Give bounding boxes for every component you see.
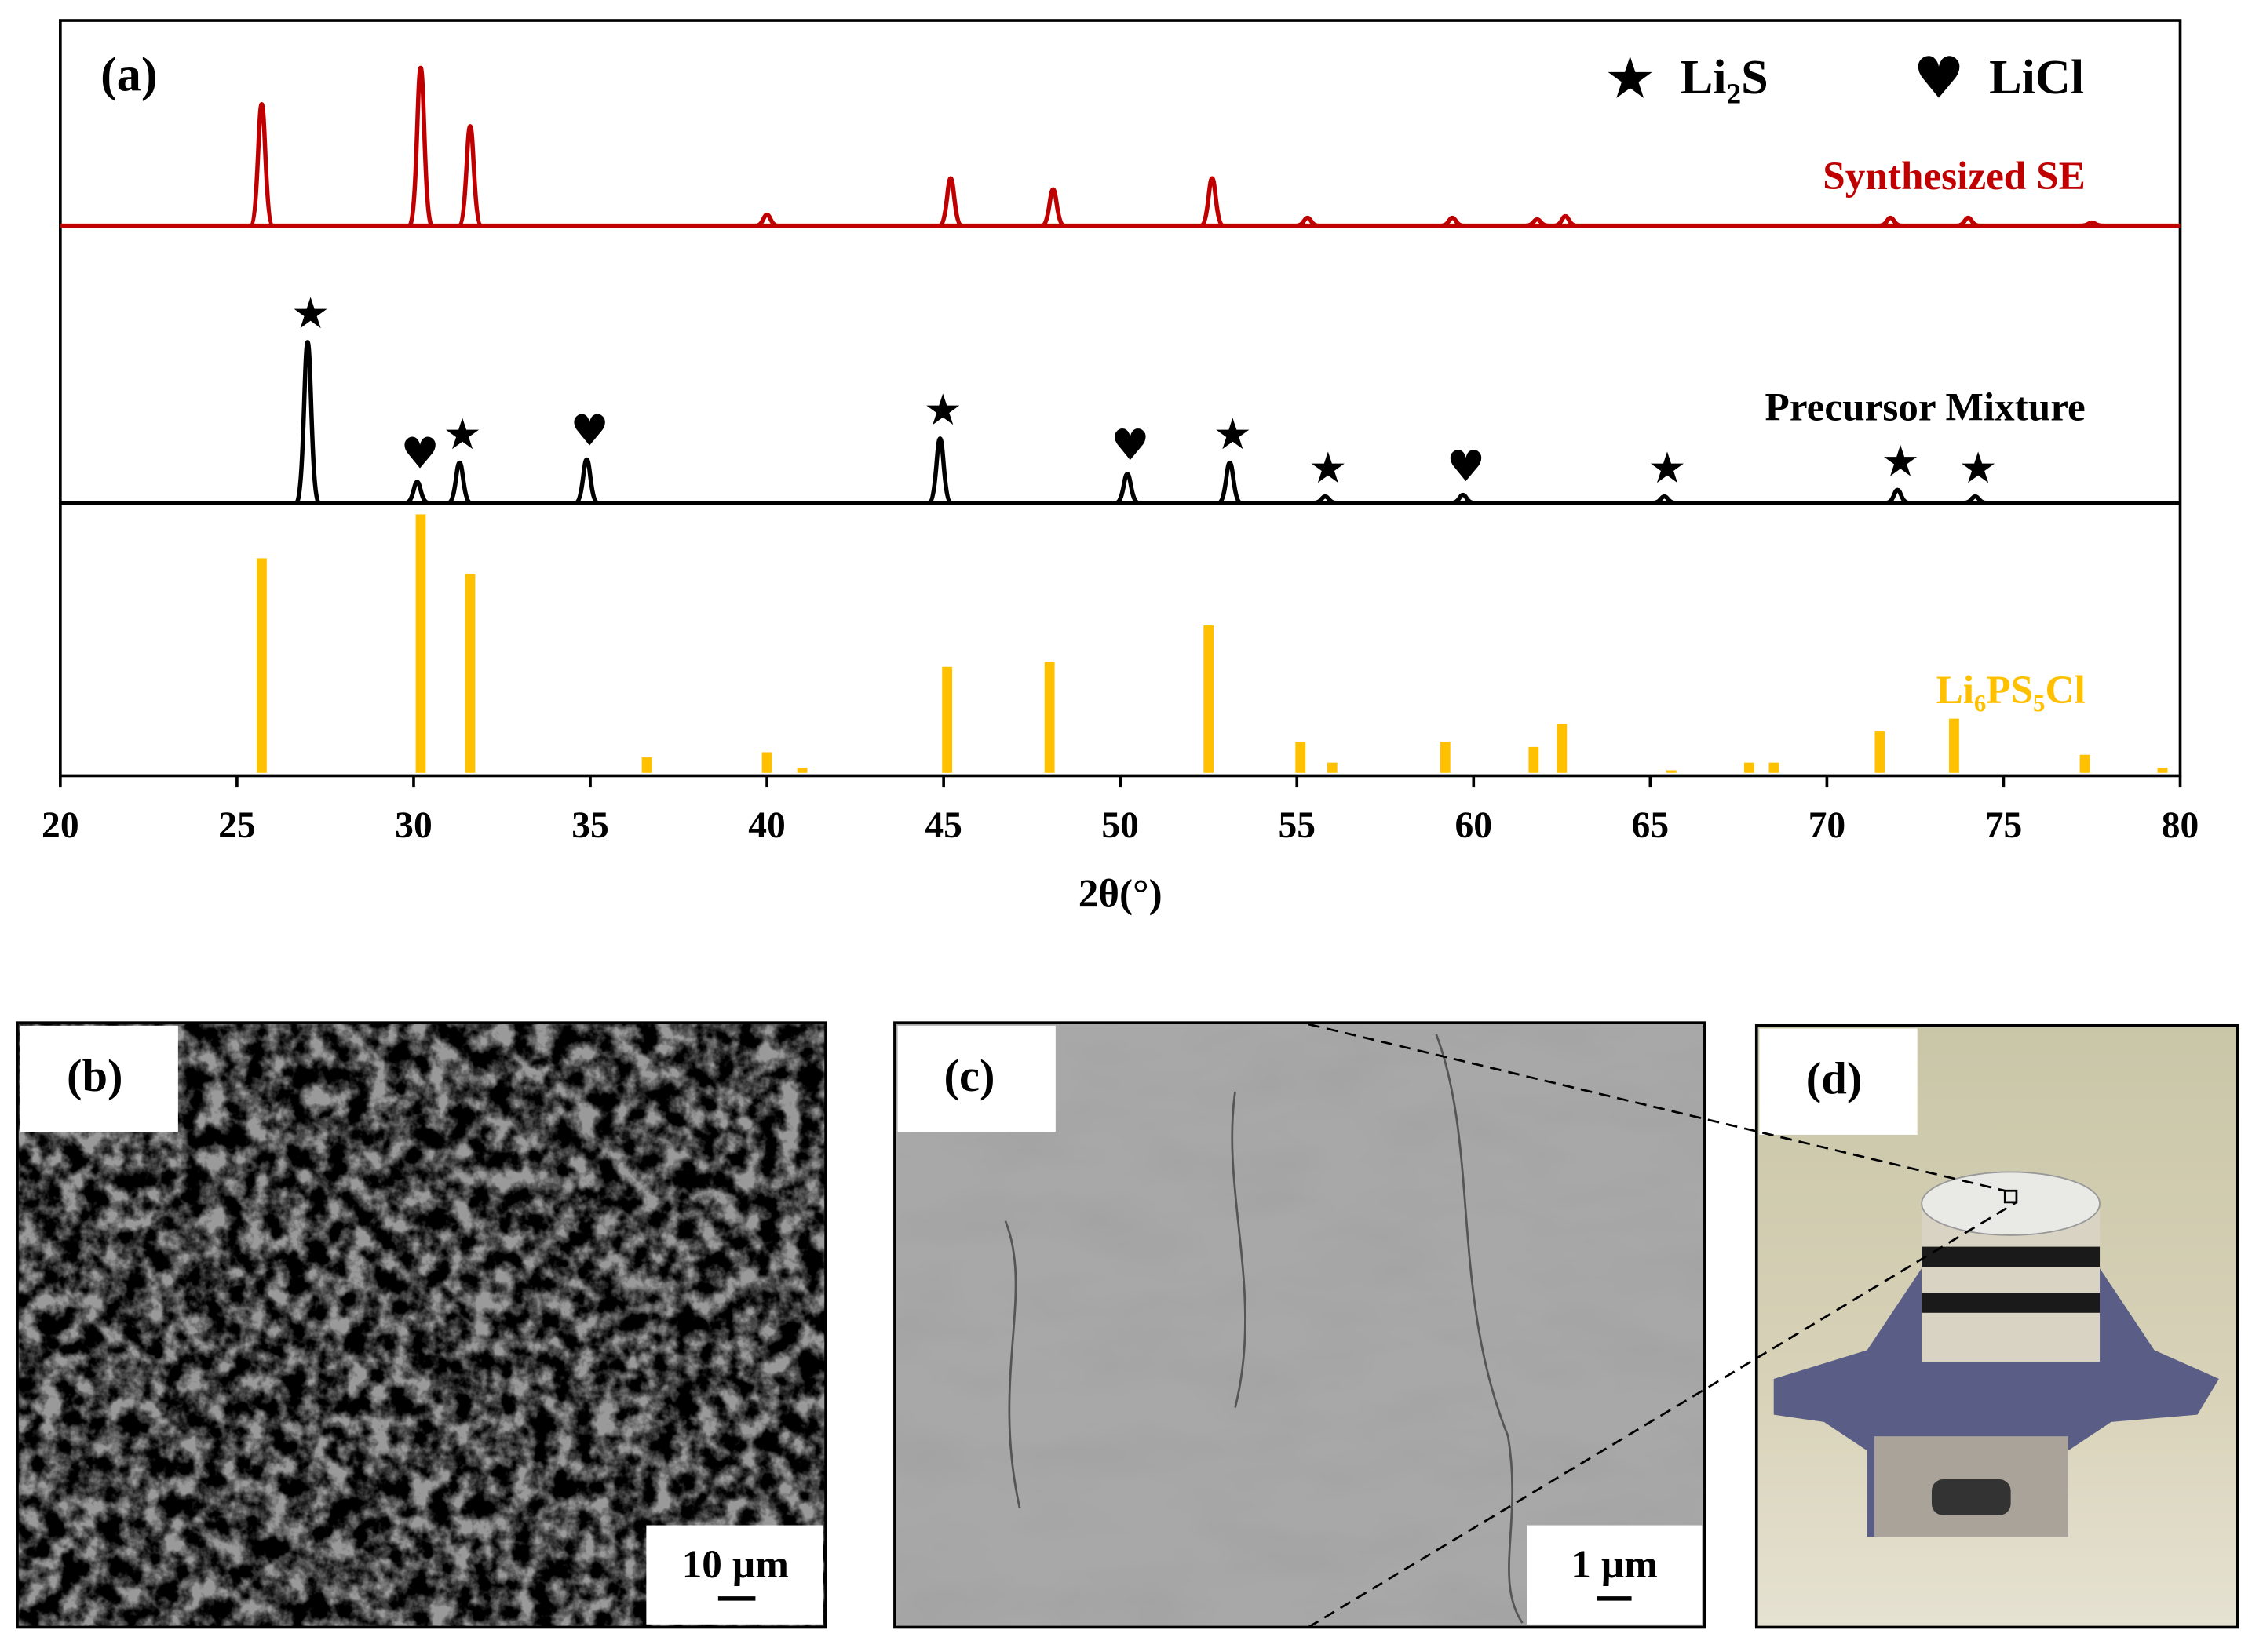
bar [1327,762,1338,773]
peak [1115,472,1140,505]
zoom-line [1308,1201,2017,1628]
peak [456,124,484,228]
legend-symbol: ★ [1604,46,1656,112]
peak [1295,215,1319,228]
peak-marker: ♥ [1111,420,1149,470]
peak [1652,494,1677,505]
peak [574,457,600,505]
bar [641,757,652,773]
bar [1203,625,1214,773]
bar [1044,662,1055,773]
x-tick-label: 30 [395,805,433,846]
x-tick-label: 65 [1632,805,1670,846]
bar [1666,770,1677,773]
bar [942,666,953,773]
panel-label: (b) [67,1050,123,1101]
peak [1440,215,1465,228]
peak [1217,460,1243,505]
bar [1528,746,1539,773]
series-label: Precursor Mixture [1765,385,2086,429]
peak-marker: ★ [1648,443,1686,493]
x-tick-label: 55 [1278,805,1316,846]
x-tick-label: 20 [42,805,79,846]
bar [1743,762,1754,773]
peak [937,176,964,228]
peak [447,460,473,505]
legend-symbol: ♥ [1913,46,1965,112]
x-tick-label: 40 [748,805,786,846]
zoom-line [1308,1023,2006,1192]
x-tick-label: 80 [2162,805,2199,846]
panel-c: (c) 1 µm [893,1021,1706,1629]
x-tick-label: 60 [1455,805,1493,846]
peak [926,436,954,505]
x-tick-label: 70 [1809,805,1846,846]
peak-marker: ★ [1959,443,1998,493]
bar [1557,724,1568,773]
peak [2080,220,2104,228]
bar [1768,762,1779,773]
peak [1525,217,1549,228]
peak [1199,176,1225,228]
bar [2157,768,2168,773]
panel-label: (d) [1806,1052,1863,1103]
bar [415,514,426,773]
legend-label: LiCl [1989,51,2084,104]
x-axis-label: 2θ(°) [1079,872,1162,917]
bar [761,752,772,773]
panel-label: (a) [100,48,158,101]
peak [407,65,435,228]
bar [1874,731,1885,773]
scale-bar-label: 10 µm [682,1542,789,1587]
peak-marker: ♥ [1447,441,1485,491]
scale-bar-label: 1 µm [1571,1542,1658,1587]
peak-marker: ★ [291,288,330,338]
x-tick-label: 50 [1101,805,1139,846]
legend-label: Li₂S [1681,51,1768,104]
peak [404,480,429,505]
peak-marker: ★ [443,409,482,459]
bar [1949,718,1959,773]
peak [1040,187,1066,228]
peak [1553,213,1578,228]
bar [797,768,808,773]
series-label: Li₆PS₅Cl [1936,668,2086,713]
bar [465,574,476,773]
peak [1878,215,1903,228]
peak [1956,215,1980,228]
peak [1963,494,1987,505]
peak [1451,492,1475,505]
x-tick-label: 75 [1985,805,2023,846]
peak-marker: ★ [1308,443,1347,493]
x-tick-label: 25 [218,805,256,846]
bar [2079,754,2090,773]
panel-b: (b) 10 µm [16,1021,827,1629]
peak [294,340,322,505]
bar [1295,742,1306,773]
peak-marker: ★ [1214,409,1252,459]
peak-marker: ★ [1881,436,1919,487]
peak [248,101,276,228]
peak-marker: ♥ [571,406,609,456]
peak [1313,494,1338,505]
panel-d: (d) [1754,1024,2239,1629]
x-tick-label: 45 [925,805,962,846]
peak [1885,487,1910,505]
peak [754,212,779,228]
peak-marker: ★ [924,385,962,435]
series-label: Synthesized SE [1823,154,2085,199]
panel-label: (c) [944,1050,995,1101]
x-tick-label: 35 [571,805,609,846]
bar [257,558,267,773]
peak-marker: ♥ [401,428,440,478]
bar [1440,742,1451,773]
